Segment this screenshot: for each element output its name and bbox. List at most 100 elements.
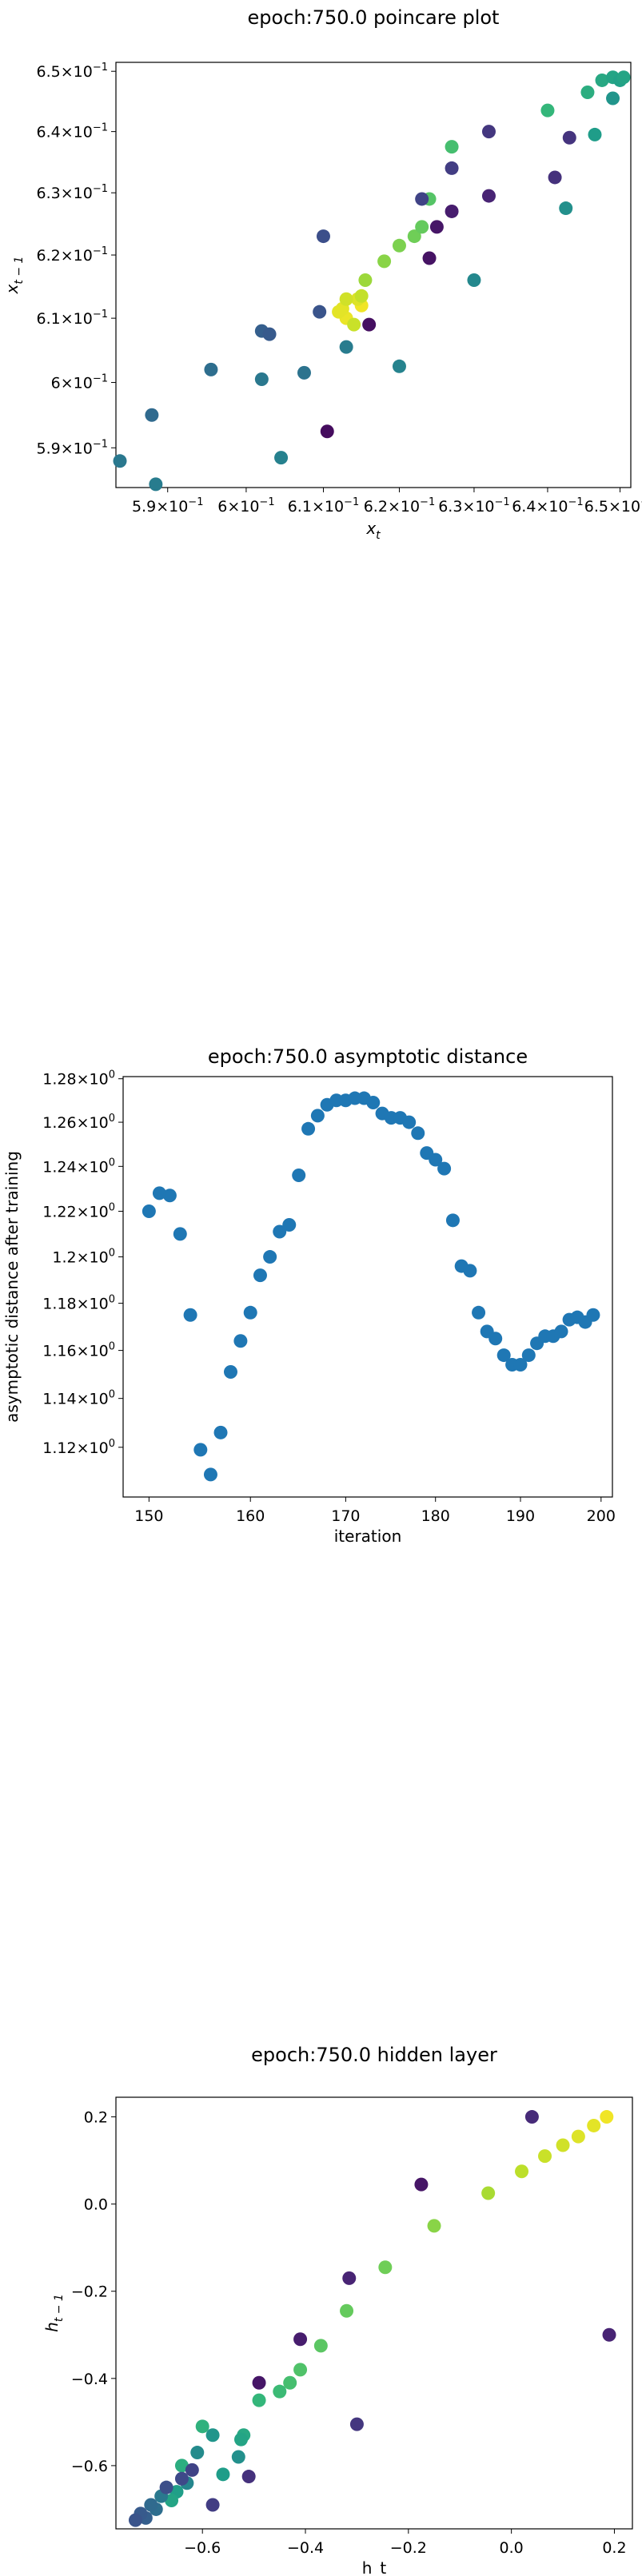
scatter-point [415,220,429,234]
tick-label: 1.18×100 [42,1294,115,1313]
scatter-point [377,254,392,269]
scatter-point [273,2384,287,2399]
tick-label: 6.1×10−1 [288,496,360,516]
tick-label: 6.3×10−1 [438,496,510,516]
scatter-point [616,70,631,85]
scatter-point [339,340,353,354]
scatter-point [165,2494,179,2508]
tick-label: 6.1×10−1 [37,309,109,328]
scatter-point [392,238,406,253]
x-axis-label: iteration [334,1527,402,1546]
y-tick-label: −0.4 [71,2371,108,2388]
x-tick-label: 160 [236,1507,265,1525]
scatter-point [445,204,459,218]
scatter-point [243,1305,257,1320]
x-tick-label: 150 [134,1507,163,1525]
scatter-point [253,1268,267,1283]
scatter-point [293,2332,308,2347]
scatter-point [588,127,602,141]
scatter-point [183,1308,197,1322]
scatter-point [472,1305,486,1320]
scatter-point [113,454,127,468]
scatter-point [313,2339,328,2353]
tick-label: 6.4×10−1 [512,496,584,516]
tick-label: 1.28×100 [42,1069,115,1089]
tick-label: 6×10−1 [51,373,108,392]
scatter-point [554,1324,568,1339]
chart-title: epoch:750.0 asymptotic distance [208,1045,528,1068]
tick-label: 6.5×10−1 [584,496,642,516]
scatter-point [467,273,481,288]
scatter-point [320,424,334,439]
scatter-point [149,477,163,492]
scatter-point [297,365,311,380]
chart-title: epoch:750.0 poincare plot [248,6,500,29]
scatter-point [445,140,459,154]
tick-label: 6.2×10−1 [364,496,435,516]
scatter-point [606,91,620,106]
scatter-point [204,362,218,376]
scatter-point [142,1204,156,1218]
plot-frame [115,62,632,488]
scatter-point [273,1224,287,1239]
tick-label: 5.9×10−1 [37,438,109,457]
x-tick-label: 170 [331,1507,360,1525]
scatter-point [488,1332,503,1346]
scatter-point [600,2110,614,2124]
y-tick-label: 0.2 [84,2109,108,2127]
scatter-point [571,2129,585,2144]
scatter-point [586,1308,600,1322]
scatter-point [580,85,595,99]
tick-label: 1.24×100 [42,1157,115,1176]
scatter-point [339,292,353,306]
scatter-point [203,1467,217,1482]
scatter-point [282,1217,297,1232]
scatter-point [145,408,159,422]
scatter-point [414,2177,429,2192]
tick-label: 1.22×100 [42,1201,115,1220]
scatter-point [515,2164,529,2179]
scatter-point [252,2375,266,2390]
scatter-point [481,2186,496,2200]
x-tick-label: −0.4 [287,2539,324,2557]
scatter-point [521,1348,536,1363]
scatter-point [411,1126,425,1141]
scatter-point [562,130,576,145]
scatter-point [429,220,444,234]
y-tick-label: −0.2 [71,2283,108,2301]
scatter-point [152,1186,166,1200]
scatter-point [342,2271,357,2285]
plot-frame [122,1076,613,1498]
scatter-point [358,273,373,288]
x-axis-label: h_t [362,2558,387,2576]
scatter-point [216,2467,230,2482]
scatter-point [223,1365,237,1380]
scatter-point [340,2303,354,2318]
scatter-point [234,2432,249,2447]
x-tick-label: 180 [421,1507,450,1525]
y-tick-label: −0.6 [71,2458,108,2475]
scatter-point [362,317,377,332]
tick-label: 6.4×10−1 [37,122,109,141]
scatter-point [316,229,330,244]
scatter-point [513,1358,528,1372]
tick-label: 1.14×100 [42,1389,115,1408]
scatter-point [481,125,496,139]
scatter-point [262,327,277,341]
scatter-point [252,2393,266,2407]
scatter-point [193,1443,208,1457]
tick-label: 6.5×10−1 [37,62,109,81]
scatter-point [254,372,269,386]
scatter-point [548,170,562,185]
scatter-point [233,1334,248,1348]
scatter-point [241,2470,256,2484]
x-tick-label: 0.2 [602,2539,626,2557]
tick-label: 1.26×100 [42,1113,115,1132]
scatter-point [595,73,609,87]
scatter-point [174,2471,189,2486]
x-tick-label: −0.6 [184,2539,221,2557]
y-tick-label: 0.0 [84,2196,108,2214]
scatter-point [162,1188,177,1203]
scatter-point [213,1425,228,1439]
x-tick-label: 0.0 [500,2539,524,2557]
